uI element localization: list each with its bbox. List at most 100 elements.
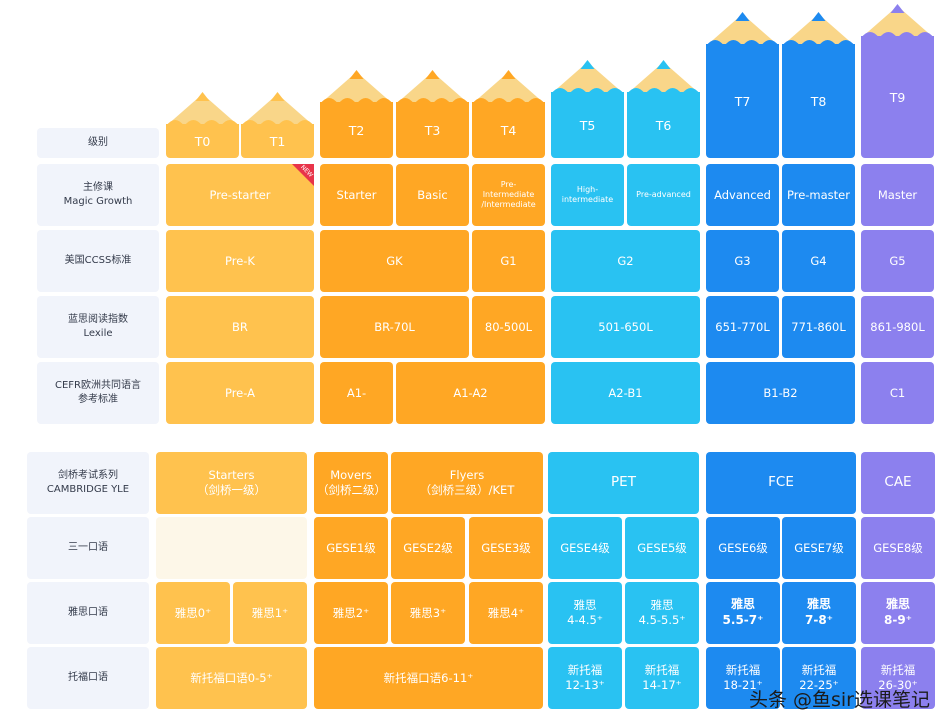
pencil-tip-icon [706, 12, 779, 46]
pencil-level-label: T7 [706, 44, 779, 158]
pencil-tip-icon [396, 70, 469, 104]
cell-bottom-r3-0: 新托福口语0-5⁺ [156, 647, 307, 709]
pencil-level-t3: T3 [396, 70, 469, 158]
cell-bottom-r3-1: 新托福口语6-11⁺ [314, 647, 543, 709]
pencil-tip-icon [861, 4, 934, 38]
cell-top-r0-7: Pre-master [782, 164, 855, 226]
cell-bottom-r0-2: Flyers （剑桥三级）/KET [391, 452, 543, 514]
cell-bottom-r1-0 [156, 517, 307, 579]
cell-top-r0-2: Basic [396, 164, 469, 226]
new-badge-icon: NEW [292, 164, 314, 186]
pencil-level-label: T4 [472, 102, 545, 158]
pencil-tip-icon [166, 92, 239, 126]
cell-top-r1-2: G1 [472, 230, 545, 292]
cell-top-r3-5: C1 [861, 362, 934, 424]
cell-bottom-r2-2: 雅思2⁺ [314, 582, 388, 644]
cell-top-r0-6: Advanced [706, 164, 779, 226]
pencil-level-t0: T0 [166, 92, 239, 158]
cell-bottom-r1-3: GESE3级 [469, 517, 543, 579]
pencil-tip-icon [320, 70, 393, 104]
cell-bottom-r2-1: 雅思1⁺ [233, 582, 307, 644]
cell-top-r1-0: Pre-K [166, 230, 314, 292]
row-label-top-2: 美国CCSS标准 [37, 230, 159, 292]
cell-bottom-r1-5: GESE5级 [625, 517, 699, 579]
pencil-tip-icon [782, 12, 855, 46]
row-label-top-0: 级别 [37, 128, 159, 158]
cell-top-r3-1: A1- [320, 362, 393, 424]
row-label-top-4: CEFR欧洲共同语言 参考标准 [37, 362, 159, 424]
cell-bottom-r1-2: GESE2级 [391, 517, 465, 579]
cell-top-r1-3: G2 [551, 230, 700, 292]
pencil-level-label: T6 [627, 92, 700, 158]
cell-top-r0-1: Starter [320, 164, 393, 226]
cell-top-r3-3: A2-B1 [551, 362, 700, 424]
cell-top-r3-2: A1-A2 [396, 362, 545, 424]
pencil-level-label: T2 [320, 102, 393, 158]
cell-bottom-r2-5: 雅思 4-4.5⁺ [548, 582, 622, 644]
pencil-level-t7: T7 [706, 12, 779, 158]
pencil-level-label: T0 [166, 124, 239, 158]
pencil-level-t5: T5 [551, 60, 624, 158]
pencil-level-label: T3 [396, 102, 469, 158]
pencil-level-t9: T9 [861, 4, 934, 158]
row-label-bottom-1: 三一口语 [27, 517, 149, 579]
cell-top-r2-0: BR [166, 296, 314, 358]
cell-top-r0-8: Master [861, 164, 934, 226]
cell-bottom-r0-5: CAE [861, 452, 935, 514]
cell-top-r1-1: GK [320, 230, 469, 292]
row-label-top-3: 蓝思阅读指数 Lexile [37, 296, 159, 358]
cell-bottom-r0-3: PET [548, 452, 699, 514]
pencil-level-label: T8 [782, 44, 855, 158]
pencil-level-t8: T8 [782, 12, 855, 158]
watermark: 头条 @鱼sir选课笔记 [748, 689, 930, 711]
cell-top-r2-4: 651-770L [706, 296, 779, 358]
cell-bottom-r2-8: 雅思 7-8⁺ [782, 582, 856, 644]
cell-bottom-r2-3: 雅思3⁺ [391, 582, 465, 644]
cell-bottom-r3-2: 新托福 12-13⁺ [548, 647, 622, 709]
cell-top-r3-4: B1-B2 [706, 362, 855, 424]
cell-top-r0-3: Pre- Intermediate /Intermediate [472, 164, 545, 226]
cell-bottom-r3-4: 新托福 18-21⁺ [706, 647, 780, 709]
pencil-tip-icon [627, 60, 700, 94]
row-label-bottom-2: 雅思口语 [27, 582, 149, 644]
cell-bottom-r3-3: 新托福 14-17⁺ [625, 647, 699, 709]
cell-bottom-r2-7: 雅思 5.5-7⁺ [706, 582, 780, 644]
cell-top-r2-1: BR-70L [320, 296, 469, 358]
pencil-level-label: T5 [551, 92, 624, 158]
pencil-level-t4: T4 [472, 70, 545, 158]
cell-top-r2-5: 771-860L [782, 296, 855, 358]
row-label-bottom-3: 托福口语 [27, 647, 149, 709]
cell-top-r2-3: 501-650L [551, 296, 700, 358]
pencil-tip-icon [551, 60, 624, 94]
cell-bottom-r1-1: GESE1级 [314, 517, 388, 579]
cell-bottom-r0-0: Starters （剑桥一级） [156, 452, 307, 514]
cell-top-r0-5: Pre-advanced [627, 164, 700, 226]
pencil-level-t1: T1 [241, 92, 314, 158]
cell-bottom-r0-4: FCE [706, 452, 856, 514]
cell-bottom-r2-9: 雅思 8-9⁺ [861, 582, 935, 644]
row-label-bottom-0: 剑桥考试系列 CAMBRIDGE YLE [27, 452, 149, 514]
row-label-top-1: 主修课 Magic Growth [37, 164, 159, 226]
cell-bottom-r1-6: GESE6级 [706, 517, 780, 579]
pencil-level-t6: T6 [627, 60, 700, 158]
cell-top-r3-0: Pre-A [166, 362, 314, 424]
pencil-tip-icon [241, 92, 314, 126]
pencil-level-label: T9 [861, 36, 934, 158]
cell-bottom-r3-5: 新托福 22-25⁺ [782, 647, 856, 709]
cell-top-r1-5: G4 [782, 230, 855, 292]
cell-top-r1-6: G5 [861, 230, 934, 292]
cell-top-r1-4: G3 [706, 230, 779, 292]
cell-top-r2-2: 80-500L [472, 296, 545, 358]
cell-bottom-r3-6: 新托福 26-30⁺ [861, 647, 935, 709]
cell-top-r2-6: 861-980L [861, 296, 934, 358]
cell-bottom-r2-4: 雅思4⁺ [469, 582, 543, 644]
cell-bottom-r2-0: 雅思0⁺ [156, 582, 230, 644]
pencil-level-label: T1 [241, 124, 314, 158]
cell-bottom-r2-6: 雅思 4.5-5.5⁺ [625, 582, 699, 644]
pencil-level-t2: T2 [320, 70, 393, 158]
cell-bottom-r1-4: GESE4级 [548, 517, 622, 579]
cell-bottom-r0-1: Movers （剑桥二级） [314, 452, 388, 514]
pencil-tip-icon [472, 70, 545, 104]
cell-bottom-r1-8: GESE8级 [861, 517, 935, 579]
